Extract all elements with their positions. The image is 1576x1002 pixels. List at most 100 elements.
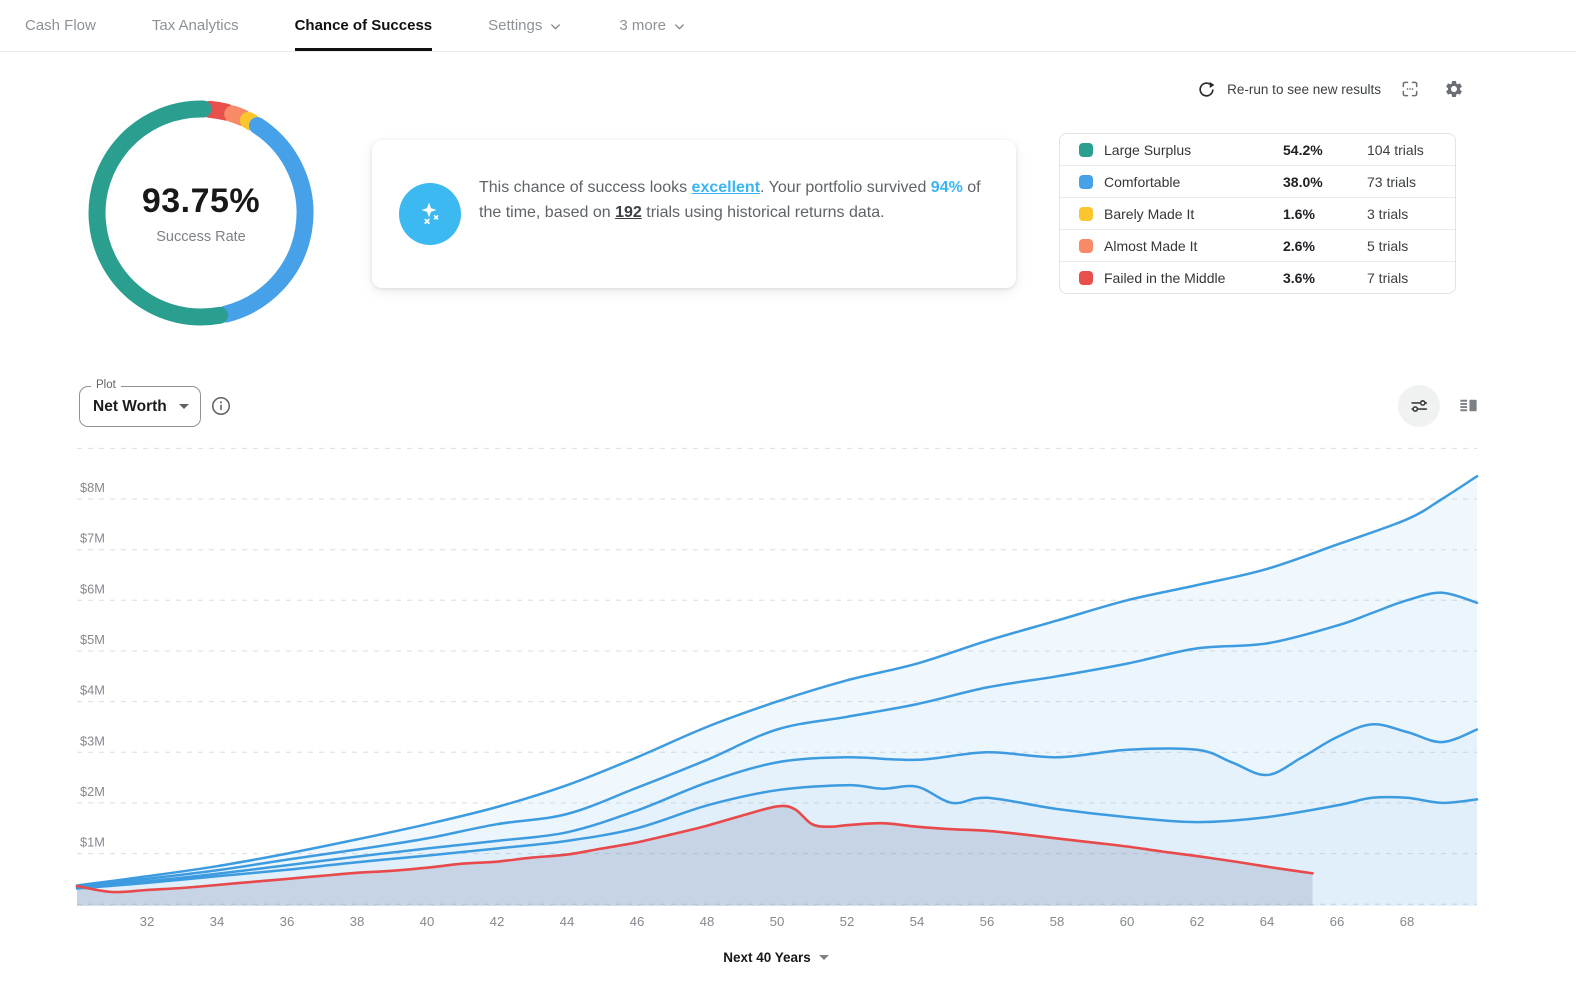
legend-label: Almost Made It: [1104, 237, 1198, 254]
tab-settings-label: Settings: [488, 17, 543, 34]
x-tick-label: 68: [1400, 914, 1415, 929]
tune-sliders-icon: [1411, 400, 1428, 412]
legend-percent: 1.6%: [1283, 205, 1315, 222]
side-panel-icon: [1460, 399, 1477, 412]
y-tick-label: $2M: [80, 784, 105, 799]
legend-percent: 3.6%: [1283, 269, 1315, 286]
tab-3-more[interactable]: 3 more: [619, 0, 687, 51]
y-tick-label: $1M: [80, 835, 105, 850]
trial-count[interactable]: 192: [615, 203, 642, 221]
x-tick-label: 36: [280, 914, 295, 929]
x-tick-label: 38: [350, 914, 365, 929]
x-tick-label: 54: [910, 914, 925, 929]
side-panel-toggle-button[interactable]: [1457, 395, 1480, 418]
legend-label: Failed in the Middle: [1104, 269, 1226, 286]
excellent-link[interactable]: excellent: [691, 179, 761, 196]
tab-cash-flow-label: Cash Flow: [25, 17, 96, 34]
dropdown-caret-icon: [818, 955, 829, 960]
success-message-card: This chance of success looks excellent. …: [372, 140, 1016, 288]
almost-made-it-swatch: [1079, 238, 1093, 253]
legend-row-almost-made-it[interactable]: Almost Made It 2.6% 5 trials: [1060, 230, 1455, 262]
y-tick-label: $8M: [80, 480, 105, 495]
x-tick-label: 48: [700, 914, 715, 929]
legend-percent: 54.2%: [1283, 141, 1323, 158]
fullscreen-scan-icon: [1402, 81, 1418, 97]
large-surplus-swatch: [1079, 142, 1093, 157]
message-text: trials using historical returns data.: [641, 203, 885, 221]
y-tick-label: $7M: [80, 531, 105, 546]
success-rate-value: 93.75%: [141, 181, 261, 220]
donut-segment-large-surplus[interactable]: [88, 100, 229, 326]
legend-label: Barely Made It: [1104, 205, 1195, 222]
series-line-failed-trial[interactable]: [75, 804, 1314, 894]
success-rate-label: Success Rate: [156, 228, 246, 245]
rerun-button[interactable]: Re-run to see new results: [1197, 80, 1381, 99]
series-line-p90-upper-percentile[interactable]: [75, 474, 1479, 887]
legend-trials: 3 trials: [1367, 205, 1409, 222]
legend-row-barely-made-it[interactable]: Barely Made It 1.6% 3 trials: [1060, 198, 1455, 230]
x-range-select[interactable]: Next 40 Years: [77, 950, 1475, 965]
legend-row-large-surplus[interactable]: Large Surplus 54.2% 104 trials: [1060, 134, 1455, 166]
plot-select-value: Net Worth: [93, 397, 167, 415]
success-rate-donut: 93.75% Success Rate: [86, 98, 316, 328]
donut-segment-comfortable[interactable]: [217, 117, 314, 323]
message-text: . Your portfolio survived: [760, 179, 931, 196]
plot-info-button[interactable]: [210, 395, 232, 417]
series-line-p50-median[interactable]: [75, 723, 1479, 889]
fullscreen-button[interactable]: [1400, 79, 1420, 99]
band-p75-p50: [77, 592, 1477, 888]
legend-trials: 7 trials: [1367, 269, 1409, 286]
legend-trials: 5 trials: [1367, 237, 1409, 254]
plot-select-label: Plot: [91, 379, 121, 391]
x-tick-label: 64: [1260, 914, 1275, 929]
tab-3-more-label: 3 more: [619, 17, 667, 34]
x-tick-label: 44: [560, 914, 575, 929]
legend-row-failed-in-the-middle[interactable]: Failed in the Middle 3.6% 7 trials: [1060, 262, 1455, 293]
x-tick-label: 50: [770, 914, 785, 929]
barely-made-it-swatch: [1079, 206, 1093, 221]
settings-button[interactable]: [1444, 79, 1464, 99]
x-tick-label: 42: [490, 914, 505, 929]
x-tick-label: 60: [1120, 914, 1135, 929]
donut-center: 93.75% Success Rate: [86, 98, 316, 328]
sparkle-badge: [399, 183, 461, 245]
survival-percent: 94%: [930, 179, 963, 196]
series-line-p75-percentile[interactable]: [75, 591, 1479, 888]
message-text: This chance of success looks: [479, 179, 692, 196]
net-worth-chart[interactable]: $1M $2M $3M $4M $5M $6M $7M $8M 32 34 36 38 40 42 44 46…: [0, 0, 1576, 940]
simulation-toolbar: Re-run to see new results: [1197, 79, 1464, 99]
x-tick-label: 58: [1050, 914, 1065, 929]
donut-chart[interactable]: [86, 98, 316, 328]
tab-chance-of-success[interactable]: Chance of Success: [294, 0, 433, 51]
band-p50-p25: [77, 724, 1477, 889]
info-icon: [211, 396, 231, 416]
top-nav: Cash Flow Tax Analytics Chance of Succes…: [0, 0, 1576, 52]
x-tick-label: 46: [630, 914, 645, 929]
comfortable-swatch: [1079, 174, 1093, 189]
tab-tax-analytics[interactable]: Tax Analytics: [152, 0, 239, 51]
y-tick-label: $6M: [80, 581, 105, 596]
legend-row-comfortable[interactable]: Comfortable 38.0% 73 trials: [1060, 166, 1455, 198]
x-tick-label: 40: [420, 914, 435, 929]
x-range-label: Next 40 Years: [723, 950, 811, 965]
chart-filters-button[interactable]: [1398, 385, 1440, 427]
chevron-down-icon: [551, 24, 561, 30]
y-tick-label: $5M: [80, 632, 105, 647]
gear-icon: [1446, 81, 1462, 97]
series-line-p25-percentile[interactable]: [75, 783, 1479, 890]
tab-settings[interactable]: Settings: [488, 0, 563, 51]
x-tick-label: 56: [980, 914, 995, 929]
legend-percent: 2.6%: [1283, 237, 1315, 254]
outcome-legend-table: Large Surplus 54.2% 104 trials Comfortab…: [1059, 133, 1456, 294]
sparkle-icon: [421, 202, 439, 224]
y-tick-label: $4M: [80, 683, 105, 698]
plot-select[interactable]: Plot Net Worth: [79, 379, 201, 427]
legend-label: Comfortable: [1104, 173, 1181, 190]
x-tick-label: 34: [210, 914, 225, 929]
tab-chance-of-success-label: Chance of Success: [294, 17, 433, 34]
x-tick-label: 52: [840, 914, 855, 929]
y-tick-label: $3M: [80, 733, 105, 748]
legend-percent: 38.0%: [1283, 173, 1323, 190]
tab-cash-flow[interactable]: Cash Flow: [25, 0, 96, 51]
